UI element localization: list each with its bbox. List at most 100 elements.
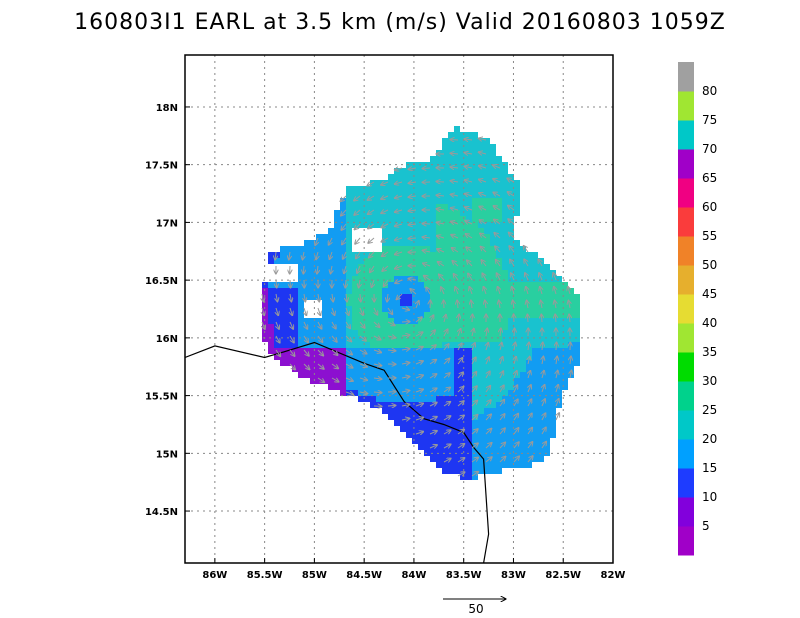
wind-vector [457, 429, 465, 435]
wind-speed-cell [550, 420, 556, 426]
wind-speed-cell [508, 174, 514, 180]
wind-speed-cell [430, 180, 436, 186]
wind-vector [381, 210, 389, 213]
longitude-tick-label: 82W [601, 570, 626, 581]
wind-speed-cell [472, 222, 478, 228]
wind-speed-cell [286, 246, 292, 252]
wind-speed-cell [358, 378, 364, 384]
wind-speed-cell [472, 390, 478, 396]
wind-speed-cell [334, 240, 340, 246]
wind-speed-cell [316, 330, 322, 336]
wind-speed-cell [496, 198, 502, 204]
wind-speed-cell [466, 450, 472, 456]
wind-speed-cell [538, 366, 544, 372]
wind-speed-cell [520, 342, 526, 348]
latitude-tick-label: 17N [156, 218, 178, 229]
wind-speed-cell [388, 204, 394, 210]
wind-speed-cell [514, 378, 520, 384]
wind-speed-cell [406, 396, 412, 402]
colorbar-label: 65 [702, 171, 717, 185]
wind-vector [373, 378, 382, 379]
wind-speed-cell [268, 306, 274, 312]
colorbar-label: 55 [702, 229, 717, 243]
wind-vector [276, 307, 278, 316]
wind-vector [450, 181, 459, 182]
wind-speed-cell [418, 204, 424, 210]
wind-speed-cell [298, 330, 304, 336]
wind-speed-cell [430, 426, 436, 432]
wind-speed-cell [568, 324, 574, 330]
wind-speed-cell [364, 318, 370, 324]
wind-speed-cell [406, 426, 412, 432]
wind-speed-cell [424, 426, 430, 432]
wind-speed-cell [340, 234, 346, 240]
wind-speed-cell [370, 318, 376, 324]
wind-speed-cell [394, 390, 400, 396]
wind-speed-cell [406, 264, 412, 270]
wind-speed-cell [394, 324, 400, 330]
wind-speed-cell [376, 258, 382, 264]
wind-speed-cell [442, 258, 448, 264]
wind-speed-cell [406, 228, 412, 234]
wind-speed-cell [352, 198, 358, 204]
wind-vector [472, 328, 474, 337]
wind-speed-cell [436, 360, 442, 366]
wind-vector [499, 399, 504, 407]
wind-speed-cell [490, 468, 496, 474]
wind-speed-cell [430, 216, 436, 222]
wind-speed-cell [400, 336, 406, 342]
wind-speed-cell [358, 192, 364, 198]
wind-speed-cell [574, 348, 580, 354]
wind-speed-cell [436, 156, 442, 162]
wind-speed-cell [430, 294, 436, 300]
wind-vector [394, 168, 403, 170]
wind-speed-cell [454, 438, 460, 444]
wind-vector [304, 321, 307, 329]
wind-vector [493, 206, 501, 211]
wind-speed-cell [448, 378, 454, 384]
wind-speed-cell [496, 402, 502, 408]
wind-speed-cell [424, 174, 430, 180]
wind-speed-cell [460, 240, 466, 246]
longitude-tick-label: 84W [401, 570, 426, 581]
wind-speed-cell [532, 318, 538, 324]
wind-speed-cell [364, 186, 370, 192]
wind-vector [290, 279, 291, 288]
wind-speed-cell [556, 390, 562, 396]
wind-speed-cell [412, 294, 418, 300]
wind-speed-cell [316, 258, 322, 264]
wind-speed-cell [472, 150, 478, 156]
wind-speed-cell [442, 438, 448, 444]
wind-vector [528, 370, 531, 379]
wind-speed-cell [358, 270, 364, 276]
wind-vector [485, 371, 490, 379]
wind-speed-cell [544, 414, 550, 420]
wind-speed-cell [460, 186, 466, 192]
wind-speed-cell [382, 300, 388, 306]
wind-speed-cell [370, 186, 376, 192]
wind-speed-cell [538, 444, 544, 450]
wind-speed-cell [544, 432, 550, 438]
wind-vector [514, 385, 518, 393]
wind-speed-cell [544, 342, 550, 348]
wind-speed-cell [562, 330, 568, 336]
colorbar-label: 40 [702, 316, 717, 330]
wind-speed-cell [520, 252, 526, 258]
wind-vector [481, 260, 487, 267]
wind-speed-cell [424, 270, 430, 276]
wind-vector [514, 328, 515, 337]
wind-speed-cell [304, 264, 310, 270]
reference-vector-label: 50 [468, 602, 483, 616]
wind-speed-cell [496, 240, 502, 246]
wind-vector [367, 182, 375, 186]
wind-vector [331, 363, 339, 369]
wind-speed-cell [478, 456, 484, 462]
wind-speed-cell [478, 450, 484, 456]
wind-speed-cell [562, 342, 568, 348]
wind-speed-cell [376, 186, 382, 192]
wind-vector [527, 300, 528, 309]
wind-speed-cell [466, 378, 472, 384]
wind-speed-cell [328, 384, 334, 390]
wind-speed-cell [448, 318, 454, 324]
wind-vector [469, 286, 472, 295]
